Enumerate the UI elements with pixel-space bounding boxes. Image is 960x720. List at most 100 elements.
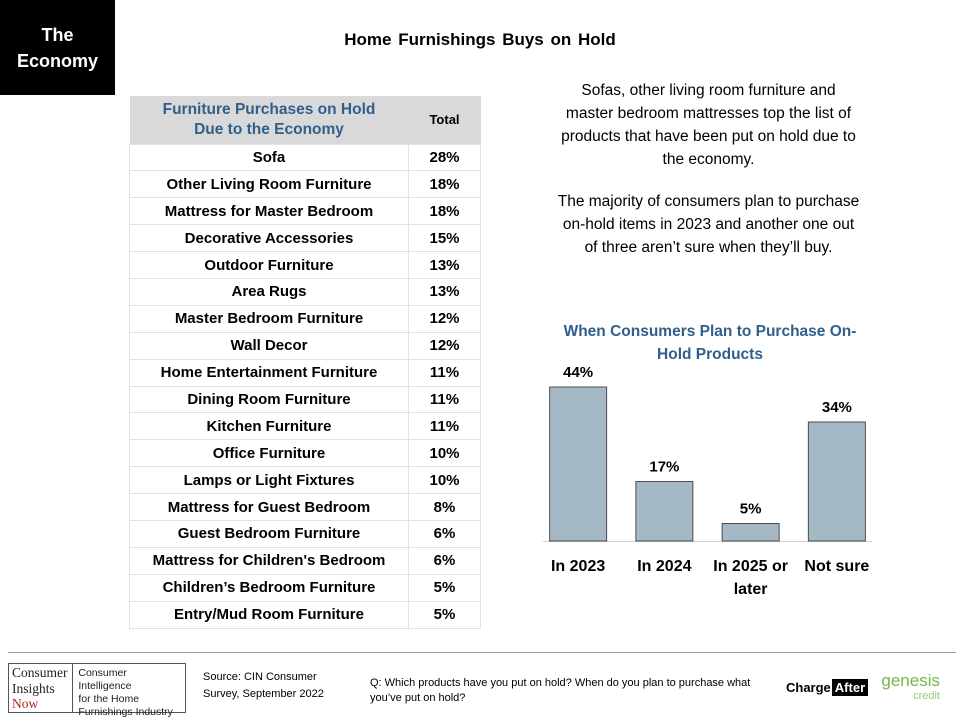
row-total: 18% [408, 170, 481, 199]
row-total: 8% [408, 493, 481, 521]
table-row: Lamps or Light Fixtures 10% [129, 466, 481, 495]
cin-logo-wordmark: Consumer Insights Now [9, 664, 74, 712]
row-item: Mattress for Children's Bedroom [129, 546, 409, 575]
table-row: Decorative Accessories 15% [129, 224, 481, 253]
logo-word-3: Now [12, 696, 39, 711]
source-note: Source: CIN Consumer Survey, September 2… [203, 669, 353, 703]
bar-2 [721, 523, 780, 542]
genesis-logo: genesis credit [876, 671, 940, 703]
table-header-total: Total [408, 96, 481, 144]
footer-divider [8, 652, 956, 653]
purchases-table: Furniture Purchases on Hold Due to the E… [129, 96, 481, 629]
row-total: 5% [408, 600, 481, 629]
table-body: Sofa 28% Other Living Room Furniture 18% Mat… [129, 143, 481, 629]
row-item: Wall Decor [129, 331, 409, 360]
row-total: 10% [408, 466, 481, 495]
row-total: 18% [408, 197, 481, 226]
header-line2: Due to the Economy [194, 120, 344, 138]
logo-word-1: Consumer [12, 665, 68, 680]
bar-3 [807, 421, 866, 542]
row-item: Guest Bedroom Furniture [129, 519, 409, 548]
table-row: Office Furniture 10% [129, 439, 481, 468]
bar-1 [635, 481, 694, 542]
row-total: 11% [408, 385, 481, 414]
table-row: Home Entertainment Furniture 11% [129, 358, 481, 387]
table-row: Children’s Bedroom Furniture 5% [129, 573, 481, 602]
row-item: Other Living Room Furniture [129, 170, 409, 199]
row-item: Mattress for Guest Bedroom [129, 493, 409, 521]
table-row: Dining Room Furniture 11% [129, 385, 481, 414]
row-item: Office Furniture [129, 439, 409, 468]
source-line-2: Survey, September 2022 [203, 688, 324, 700]
bar-value-label-2: 5% [740, 501, 762, 518]
category-label-1-0: In 2024 [637, 558, 691, 575]
row-total: 6% [408, 546, 481, 575]
row-item: Entry/Mud Room Furniture [129, 600, 409, 629]
row-item: Sofa [129, 143, 409, 172]
chargeafter-word-1: Charge [786, 680, 831, 695]
table-header-category: Furniture Purchases on Hold Due to the E… [129, 96, 409, 144]
genesis-word: genesis [881, 671, 940, 690]
cin-logo: Consumer Insights Now Consumer Intellige… [8, 663, 186, 718]
row-item: Outdoor Furniture [129, 251, 409, 279]
table-row: Master Bedroom Furniture 12% [129, 304, 481, 333]
row-total: 13% [408, 277, 481, 306]
row-item: Lamps or Light Fixtures [129, 466, 409, 495]
row-item: Area Rugs [129, 277, 409, 306]
row-total: 12% [408, 304, 481, 333]
row-item: Master Bedroom Furniture [129, 304, 409, 333]
row-total: 15% [408, 224, 481, 253]
bar-value-label-0: 44% [563, 364, 593, 381]
row-item: Mattress for Master Bedroom [129, 197, 409, 226]
badge-line1: The [41, 24, 74, 45]
row-total: 13% [408, 251, 481, 279]
tagline-line-3: Furnishings Industry [78, 706, 173, 718]
badge-line2: Economy [16, 50, 99, 71]
tagline-line-2: for the Home [78, 693, 140, 705]
table-row: Sofa 28% [129, 143, 481, 172]
table-row: Mattress for Children's Bedroom 6% [129, 546, 481, 575]
row-total: 6% [408, 519, 481, 548]
bar-0 [549, 386, 608, 542]
survey-question: Q: Which products have you put on hold? … [370, 677, 751, 704]
table-row: Area Rugs 13% [129, 277, 481, 306]
row-total: 12% [408, 331, 481, 360]
row-item: Dining Room Furniture [129, 385, 409, 414]
tagline-line-1: Consumer Intelligence [78, 667, 132, 692]
bar-value-label-1: 17% [649, 459, 679, 476]
row-total: 28% [408, 143, 481, 172]
category-label-2-1: later [734, 581, 768, 598]
genesis-credit-word: credit [913, 690, 940, 702]
table-row: Kitchen Furniture 11% [129, 412, 481, 441]
bar-value-label-3: 34% [822, 399, 852, 416]
table-row: Mattress for Guest Bedroom 8% [129, 493, 481, 521]
category-label-3-0: Not sure [804, 558, 869, 575]
row-item: Kitchen Furniture [129, 412, 409, 441]
chargeafter-word-2: After [831, 679, 869, 696]
row-total: 5% [408, 573, 481, 602]
table-header-row: Furniture Purchases on Hold Due to the E… [129, 96, 481, 144]
row-total: 11% [408, 358, 481, 387]
summary-paragraph-2: The majority of consumers plan to purcha… [557, 193, 860, 256]
table-row: Wall Decor 12% [129, 331, 481, 360]
row-total: 11% [408, 412, 481, 441]
chargeafter-logo: Charge After [786, 679, 869, 696]
row-item: Decorative Accessories [129, 224, 409, 253]
row-total: 10% [408, 439, 481, 468]
header-line1: Furniture Purchases on Hold [162, 100, 376, 118]
table-row: Outdoor Furniture 13% [129, 251, 481, 279]
cin-logo-tagline: Consumer Intelligence for the Home Furni… [73, 664, 185, 718]
table-row: Guest Bedroom Furniture 6% [129, 519, 481, 548]
chart-title: When Consumers Plan to Purchase On-Hold … [563, 323, 857, 363]
row-item: Home Entertainment Furniture [129, 358, 409, 387]
logo-word-2: Insights [12, 680, 55, 696]
table-row: Other Living Room Furniture 18% [129, 170, 481, 199]
row-item: Children’s Bedroom Furniture [129, 573, 409, 602]
category-label-0-0: In 2023 [551, 558, 605, 575]
source-line-1: Source: CIN Consumer [203, 671, 317, 683]
page-title: Home Furnishings Buys on Hold [344, 30, 616, 49]
summary-paragraph-1: Sofas, other living room furniture and m… [561, 82, 856, 168]
category-label-2-0: In 2025 or [713, 558, 788, 575]
section-badge: The Economy [0, 0, 115, 95]
table-row: Entry/Mud Room Furniture 5% [129, 600, 481, 629]
